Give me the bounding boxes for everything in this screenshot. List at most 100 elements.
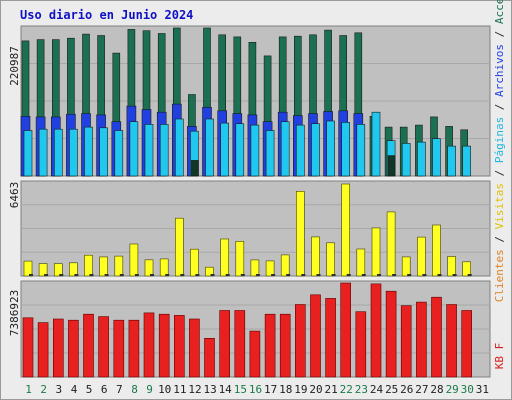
bar-paginas-day-4 [69,128,78,177]
x-tick-label-22: 22 [340,383,353,396]
bar-paginas-day-17 [265,130,275,177]
bar-clientes-day-16 [250,259,260,277]
bar-clientes-base-day-29 [452,274,457,276]
bar-clientes-day-28 [432,224,441,277]
legend-top-part: Archivos [493,44,506,97]
x-tick-label-28: 28 [430,383,443,396]
x-tick-label-20: 20 [309,383,322,396]
bar-kb-f-day-18 [279,313,291,378]
bar-clientes-base-day-28 [437,274,442,276]
bar-clientes-day-7 [114,255,124,277]
bar-clientes-base-day-30 [467,274,472,276]
bar-clientes-base-day-22 [346,274,351,276]
bar-clientes-day-14 [220,238,229,277]
bar-clientes-day-22 [341,183,351,277]
bar-clientes-day-17 [265,260,275,277]
bar-clientes-base-day-17 [271,274,276,276]
bar-paginas-day-5 [84,126,93,177]
bar-clientes-day-13 [205,266,214,277]
bar-clientes-base-day-8 [134,274,139,276]
bar-clientes-base-day-3 [59,274,64,276]
legend-top-part: / [493,24,506,44]
panel-3-max-label: 7386923 [8,290,21,336]
bar-clientes-day-18 [280,254,290,277]
bar-kb-f-day-10 [158,313,170,378]
bar-clientes-base-day-19 [301,274,306,276]
x-tick-label-14: 14 [219,383,233,396]
bar-clientes-base-day-5 [89,274,94,276]
bar-kb-f-day-14 [219,310,230,378]
bar-paginas-day-16 [250,124,260,177]
bar-clientes-day-29 [447,256,456,277]
x-tick-label-25: 25 [385,383,398,396]
legend-top-part: Visitas [493,183,506,229]
bar-clientes-base-day-1 [29,274,33,276]
bar-kb-f-day-25 [385,290,397,378]
bar-kb-f-day-20 [310,294,321,378]
x-tick-label-24: 24 [370,383,384,396]
bar-clientes-base-day-11 [180,274,185,276]
bar-kb-f-day-13 [204,337,215,378]
bar-clientes-day-19 [295,191,305,277]
bar-clientes-base-day-20 [316,274,321,276]
bar-clientes-base-day-10 [165,274,170,276]
bar-clientes-base-day-12 [195,274,200,276]
legend-top-part: Clientes [493,249,506,302]
x-tick-label-30: 30 [461,383,474,396]
panel-2-max-label: 6463 [8,182,21,209]
x-tick-label-17: 17 [264,383,277,396]
bar-clientes-base-day-25 [392,274,397,276]
legend-top-part: Páginas [493,117,506,163]
bar-clientes-day-8 [129,243,139,277]
bar-clientes-base-day-15 [240,274,245,276]
bar-kb-f-day-5 [83,313,94,378]
bar-paginas-day-8 [129,121,139,177]
x-tick-label-15: 15 [234,383,247,396]
bar-paginas-day-7 [114,130,124,177]
x-tick-label-29: 29 [446,383,459,396]
bar-kb-f-day-30 [461,310,473,378]
bar-kb-f-day-28 [431,296,442,378]
bar-clientes-base-day-4 [74,274,79,276]
bar-clientes-base-day-6 [104,274,109,276]
legend-top-part: / [493,163,506,183]
x-tick-label-13: 13 [203,383,216,396]
x-tick-label-31: 31 [476,383,489,396]
bar-kb-f-day-22 [340,282,352,378]
bar-kb-f-day-26 [400,305,412,378]
x-tick-label-21: 21 [324,383,337,396]
bar-paginas-day-9 [144,124,154,177]
bar-clientes-day-30 [462,261,472,277]
bar-kb-f-day-24 [370,283,382,378]
bar-paginas-day-19 [295,124,305,177]
bar-paginas-day-18 [280,121,290,177]
bar-kb-f-day-16 [249,330,261,378]
bar-clientes-day-4 [69,262,78,277]
x-tick-label-8: 8 [131,383,138,396]
bar-clientes-day-26 [401,256,411,277]
bar-paginas-day-22 [341,122,351,177]
bar-kb-f-day-15 [234,310,246,378]
bar-clientes-base-day-14 [225,274,230,276]
bar-paginas-day-3 [53,128,63,177]
bar-paginas-day-13 [205,118,214,177]
bar-kb-f-day-19 [294,304,306,378]
bar-paginas-day-11 [175,118,184,177]
bar-clientes-day-25 [386,211,396,277]
bar-kb-f-day-21 [325,298,336,378]
bar-paginas-day-1 [23,130,33,177]
bar-clientes-day-10 [159,258,169,277]
bar-paginas-day-21 [326,120,335,177]
x-tick-label-9: 9 [146,383,153,396]
bar-paginas-day-2 [38,128,48,177]
legend-top-part: / [493,229,506,249]
bar-kb-f-day-27 [416,301,427,378]
x-tick-label-27: 27 [415,383,428,396]
bar-clientes-base-day-21 [331,274,336,276]
legend-top-part: / [493,97,506,117]
bar-clientes-day-3 [53,263,63,277]
x-tick-label-7: 7 [116,383,123,396]
bar-clientes-base-day-2 [44,274,49,276]
bar-kb-f-day-17 [264,313,276,378]
legend-bandwidth-part: KB F [493,343,506,370]
